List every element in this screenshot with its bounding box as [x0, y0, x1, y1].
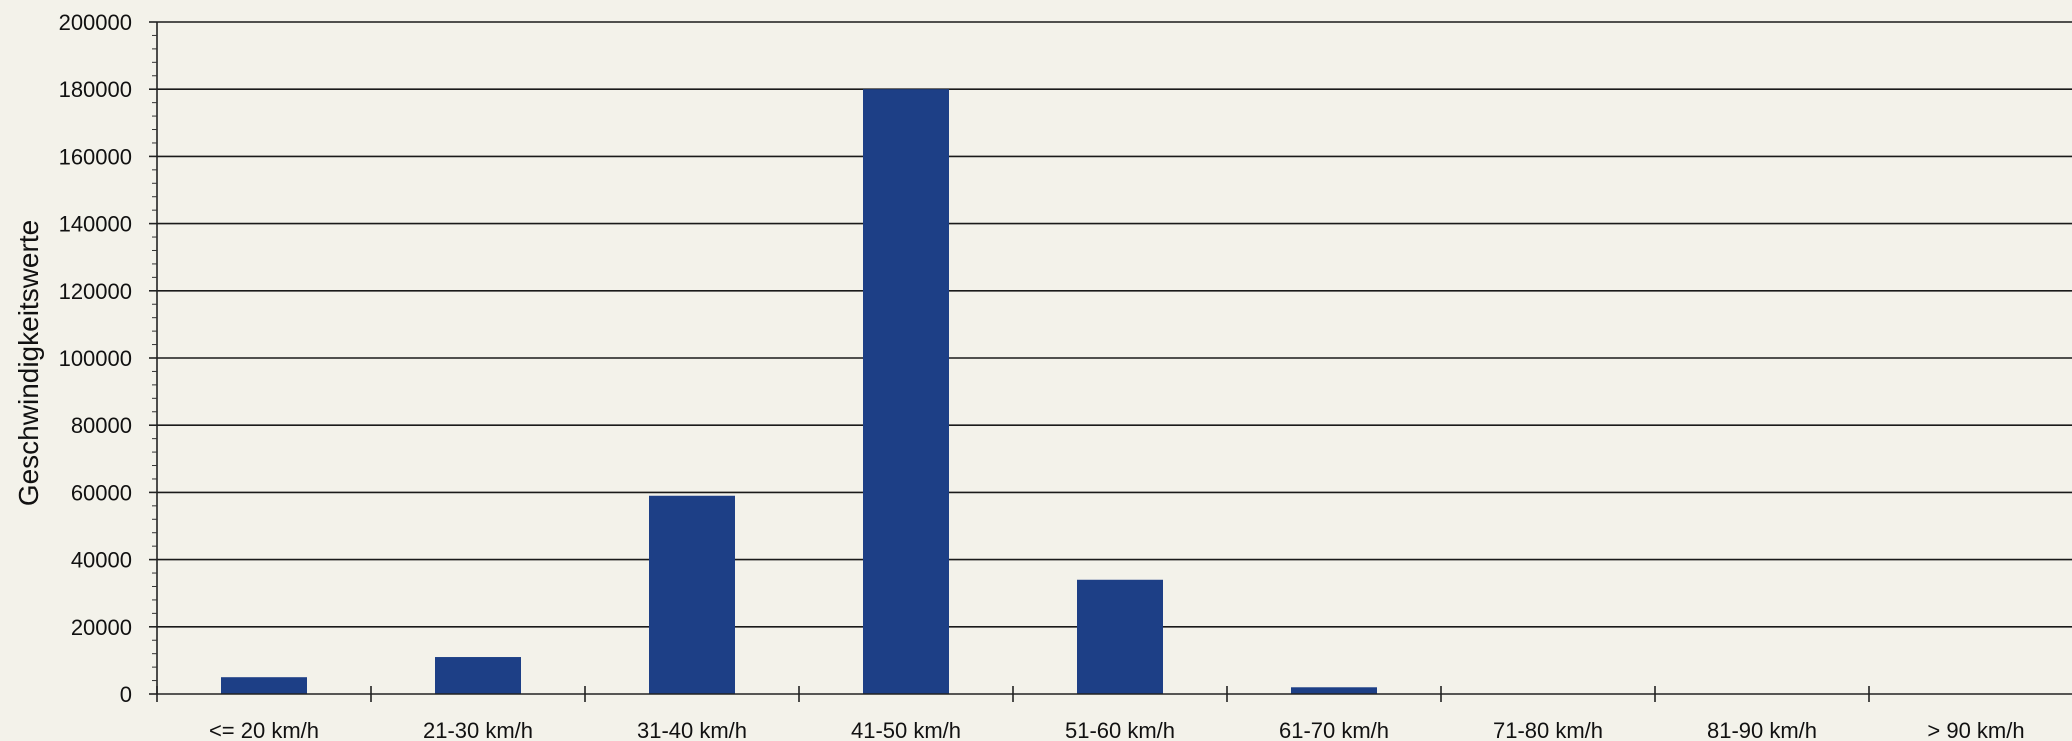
y-tick-label: 120000	[59, 279, 132, 304]
y-tick-label: 40000	[71, 548, 132, 573]
x-tick-label: 61-70 km/h	[1279, 718, 1389, 741]
y-axis-title: Geschwindigkeitswerte	[13, 220, 44, 506]
bar	[435, 657, 521, 694]
bar	[649, 495, 735, 694]
bar	[863, 89, 949, 694]
bars	[221, 89, 1377, 694]
grid-lines	[157, 21, 2072, 628]
bar	[1077, 579, 1163, 694]
y-tick-label: 140000	[59, 212, 132, 237]
x-tick-label: 71-80 km/h	[1493, 718, 1603, 741]
y-tick-label: 60000	[71, 480, 132, 505]
x-tick-label: 51-60 km/h	[1065, 718, 1175, 741]
x-tick-label: 21-30 km/h	[423, 718, 533, 741]
y-tick-label: 80000	[71, 413, 132, 438]
y-tick-label: 200000	[59, 10, 132, 35]
x-tick-label: > 90 km/h	[1927, 718, 2024, 741]
y-tick-label: 180000	[59, 77, 132, 102]
bar	[221, 677, 307, 694]
y-tick-label: 100000	[59, 346, 132, 371]
x-tick-label: 31-40 km/h	[637, 718, 747, 741]
y-tick-label: 0	[120, 682, 132, 707]
x-tick-label: 41-50 km/h	[851, 718, 961, 741]
y-tick-label: 20000	[71, 615, 132, 640]
x-tick-label: <= 20 km/h	[209, 718, 319, 741]
x-tick-label: 81-90 km/h	[1707, 718, 1817, 741]
bar	[1291, 687, 1377, 694]
x-tick-labels: <= 20 km/h 21-30 km/h 31-40 km/h 41-50 km/h…	[209, 718, 2025, 741]
axes	[149, 21, 2072, 702]
y-tick-labels: 0 20000 40000 60000 80000 100000 120000 140000 1…	[59, 10, 132, 707]
y-tick-label: 160000	[59, 144, 132, 169]
